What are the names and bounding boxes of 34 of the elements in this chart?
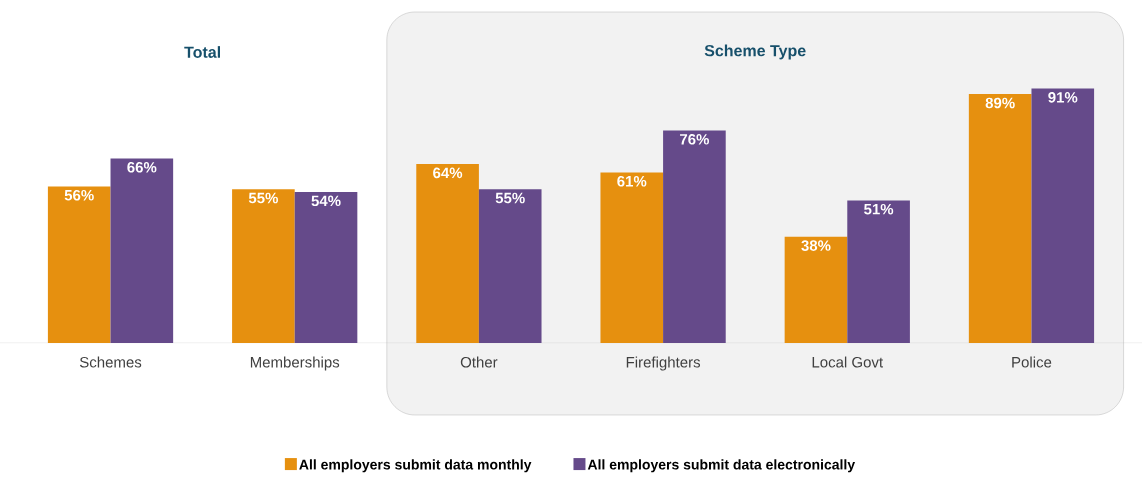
data-label: 89% [985,97,1015,109]
bar [600,172,664,343]
bar [784,236,848,343]
data-label: 56% [64,189,94,201]
x-tick-label: Police [1012,356,1052,368]
x-tick-label: Memberships [250,356,340,371]
data-label: 76% [680,134,710,145]
bar [663,130,726,343]
data-label: 55% [495,192,525,204]
band-label: Scheme Type [704,44,806,60]
x-tick-label: Other [460,356,498,368]
legend-label: All employers submit data monthly [299,459,532,473]
data-label: 54% [311,195,341,207]
x-tick-label: Schemes [79,356,142,368]
data-label: 55% [248,192,278,204]
legend-label: All employers submit data electronically [587,459,856,473]
bar [110,158,174,343]
data-label: 64% [433,167,463,179]
bar [416,164,479,343]
data-label: 91% [1048,92,1078,103]
x-tick-label: Firefighters [626,356,701,371]
data-label: 66% [127,161,157,173]
x-tick-label: Local Govt [812,356,883,368]
bar [47,186,111,343]
bar [1031,88,1095,343]
bar [968,94,1032,343]
data-label: 38% [801,240,831,251]
data-label: 51% [864,203,894,215]
bar [232,189,295,343]
text: Total [184,46,220,58]
bar [478,189,542,343]
bar [294,192,358,343]
data-label: 61% [617,175,647,187]
bar [847,200,910,343]
